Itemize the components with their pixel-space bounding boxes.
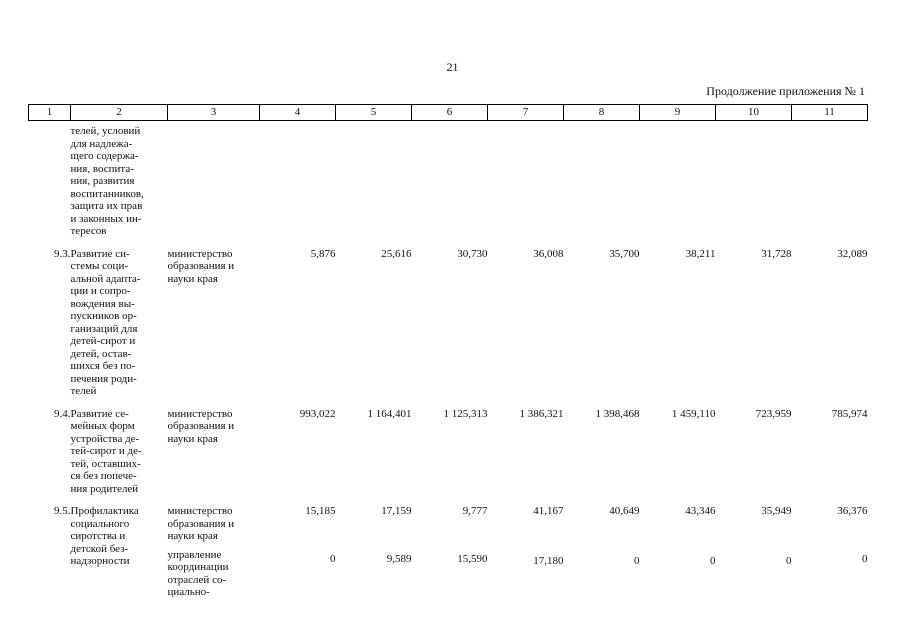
value-cell: 36,008 xyxy=(533,247,564,260)
table-row: 9.5. Профилактика социального сиротства … xyxy=(29,495,868,567)
value-cell: 38,211 xyxy=(685,247,716,260)
value-cell: 1 164,401 xyxy=(367,407,412,420)
value-cell: 32,089 xyxy=(837,247,868,260)
value-cell: 0 xyxy=(710,554,716,567)
value-cell: 41,167 xyxy=(533,505,564,517)
value-cell: 43,346 xyxy=(685,505,716,517)
value-cell: 36,376 xyxy=(837,505,868,517)
value-cell: 30,730 xyxy=(457,247,488,260)
value-cell: 31,728 xyxy=(761,247,792,260)
column-header: 2 xyxy=(70,104,168,121)
budget-table: 1 2 3 4 5 6 7 8 9 10 11 телей, условий д… xyxy=(28,104,868,599)
column-header: 11 xyxy=(791,104,868,121)
table-row: 9.4. Развитие се- мейных форм устройства… xyxy=(29,398,868,496)
row-number: 9.4. xyxy=(54,407,71,420)
column-header: 8 xyxy=(563,104,640,121)
value-cell: 35,949 xyxy=(761,505,792,517)
executor: министерство образования и науки края xyxy=(167,407,235,445)
value-cell: 723,959 xyxy=(755,407,792,420)
value-cell: 15,185 xyxy=(305,505,336,517)
executor: управление координации отраслей со- циал… xyxy=(167,548,229,599)
value-cell: 9,777 xyxy=(462,505,488,517)
column-header: 4 xyxy=(259,104,336,121)
column-header: 7 xyxy=(487,104,564,121)
column-header: 6 xyxy=(411,104,488,121)
column-header: 5 xyxy=(335,104,412,121)
value-cell: 1 459,110 xyxy=(671,407,716,420)
value-cell: 35,700 xyxy=(609,247,640,260)
column-header: 1 xyxy=(28,104,71,121)
value-cell: 17,180 xyxy=(533,554,564,567)
value-cell: 0 xyxy=(862,552,868,565)
column-header: 9 xyxy=(639,104,716,121)
value-cell: 1 398,468 xyxy=(595,407,640,420)
column-header: 10 xyxy=(715,104,792,121)
row-number: 9.3. xyxy=(54,247,71,260)
value-cell: 1 125,313 xyxy=(443,407,488,420)
value-cell: 0 xyxy=(786,554,792,567)
value-cell: 0 xyxy=(330,552,336,565)
table-row: телей, условий для надлежа- щего содержа… xyxy=(29,121,868,238)
continuation-label: Продолжение приложения № 1 xyxy=(706,84,865,98)
value-cell: 0 xyxy=(634,554,640,567)
value-cell: 9,589 xyxy=(386,552,412,565)
activity-name: Развитие се- мейных форм устройства де- … xyxy=(70,407,142,495)
column-header: 3 xyxy=(167,104,260,121)
value-cell: 40,649 xyxy=(609,505,640,517)
value-cell: 25,616 xyxy=(381,247,412,260)
table-header-row: 1 2 3 4 5 6 7 8 9 10 11 xyxy=(28,104,868,121)
table-row: 9.3. Развитие си- стемы соци- альной ада… xyxy=(29,238,868,398)
value-cell: 15,590 xyxy=(457,552,488,565)
value-cell: 993,022 xyxy=(299,407,336,420)
table-row: управление координации отраслей со- циал… xyxy=(29,543,868,599)
value-cell: 5,876 xyxy=(310,247,336,260)
activity-name: Профилактика социального сиротства и дет… xyxy=(70,505,139,567)
page-number: 21 xyxy=(446,60,459,74)
executor: министерство образования и науки края xyxy=(167,247,235,285)
continued-activity-name: телей, условий для надлежа- щего содержа… xyxy=(70,125,144,237)
activity-name: Развитие си- стемы соци- альной адапта- … xyxy=(70,247,141,398)
value-cell: 1 386,321 xyxy=(519,407,564,420)
row-number: 9.5. xyxy=(54,505,71,517)
value-cell: 17,159 xyxy=(381,505,412,517)
executor: министерство образования и науки края xyxy=(167,505,235,542)
value-cell: 785,974 xyxy=(831,407,868,420)
